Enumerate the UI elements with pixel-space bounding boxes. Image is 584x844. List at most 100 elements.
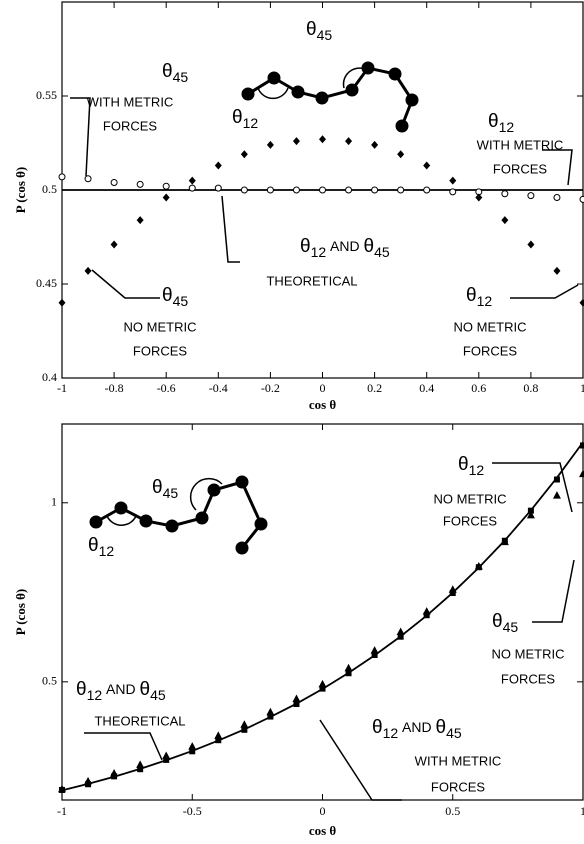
- point: [266, 140, 274, 149]
- annotation-text: θ: [466, 285, 477, 306]
- subscript: 12: [383, 725, 399, 741]
- point: [84, 175, 92, 183]
- point: [449, 176, 457, 185]
- x-tick-label: -1: [57, 381, 67, 395]
- y-tick-label: 1: [51, 495, 57, 509]
- annotation-line: THEORETICAL: [266, 273, 357, 288]
- annotation-line: NO METRIC: [492, 646, 565, 661]
- point: [501, 190, 509, 198]
- subscript: 45: [503, 619, 519, 635]
- point: [344, 663, 353, 672]
- point: [475, 193, 483, 202]
- point: [474, 562, 483, 570]
- point: [58, 173, 66, 181]
- subscript: 45: [163, 485, 179, 501]
- point: [371, 651, 378, 658]
- x-tick-label: -1: [57, 804, 67, 818]
- annotation-text: θ: [162, 61, 173, 82]
- annotation-text: θ: [372, 717, 383, 738]
- annotation-head: θ12: [488, 111, 514, 135]
- leader-line: [70, 97, 91, 177]
- annotation-line: WITH METRIC: [415, 753, 502, 768]
- point: [241, 726, 248, 733]
- point: [292, 694, 301, 703]
- annotation-head: θ45: [162, 285, 188, 309]
- point: [188, 742, 197, 750]
- x-tick-label: -0.5: [183, 804, 202, 818]
- leader-line: [542, 149, 573, 186]
- point: [422, 607, 431, 615]
- subscript: 45: [317, 27, 333, 43]
- y-tick-label: 0.45: [36, 276, 57, 290]
- point: [397, 633, 404, 640]
- point: [579, 469, 584, 478]
- point: [500, 537, 509, 546]
- point: [319, 186, 326, 194]
- annotation-line: NO METRIC: [434, 491, 507, 506]
- subscript: 12: [477, 293, 493, 309]
- point: [188, 176, 196, 185]
- annotation-text: θ: [492, 611, 503, 632]
- subscript: 45: [173, 293, 189, 309]
- point: [188, 184, 196, 192]
- point: [137, 766, 144, 773]
- subscript: 12: [87, 687, 103, 703]
- x-tick-label: 0: [320, 804, 326, 818]
- y-tick-label: 0.55: [36, 88, 57, 102]
- subscript: 12: [243, 115, 259, 131]
- y-axis-label: P (cos θ): [13, 167, 28, 214]
- molecule-bottom: [89, 475, 268, 555]
- point: [110, 240, 118, 249]
- leader-line: [84, 732, 163, 761]
- molecule-top: [241, 61, 419, 133]
- x-axis-label: cos θ: [309, 823, 337, 838]
- point: [449, 590, 456, 597]
- point: [58, 784, 66, 793]
- annotation-line: FORCES: [443, 513, 498, 528]
- point: [345, 670, 352, 677]
- annotation-head: θ12: [458, 454, 484, 478]
- point: [527, 507, 534, 514]
- x-tick-label: -0.4: [209, 381, 228, 395]
- annotation-head: θ12: [466, 285, 492, 309]
- subscript: 45: [173, 69, 189, 85]
- subscript: 45: [446, 725, 462, 741]
- leader-line: [319, 719, 402, 801]
- annotation-head: θ12 AND θ45: [300, 236, 390, 260]
- leader-line: [221, 195, 240, 263]
- annotation-line: FORCES: [133, 343, 188, 358]
- y-tick-label: 0.5: [42, 674, 57, 688]
- annotation-text: AND: [102, 681, 139, 697]
- point: [162, 751, 171, 759]
- annotation-line: WITH METRIC: [477, 137, 564, 152]
- point: [266, 707, 275, 716]
- x-tick-label: 0.6: [471, 381, 486, 395]
- annotation-text: θ: [162, 285, 173, 306]
- point: [136, 760, 145, 768]
- x-tick-label: 1: [580, 381, 584, 395]
- annotation-head: θ45: [306, 19, 332, 43]
- annotation-text: AND: [326, 238, 363, 254]
- annotation-head: θ12 AND θ45: [76, 679, 166, 703]
- subscript: 45: [150, 687, 166, 703]
- point: [162, 193, 170, 202]
- x-tick-label: 0.2: [367, 381, 382, 395]
- point: [240, 720, 249, 728]
- point: [526, 510, 535, 519]
- annotation-line: FORCES: [103, 118, 158, 133]
- annotation-line: WITH METRIC: [87, 94, 174, 109]
- annotation-text: θ: [364, 236, 375, 257]
- annotation-text: θ: [306, 19, 317, 40]
- annotation-text: θ: [88, 535, 99, 556]
- point: [319, 135, 326, 144]
- point: [162, 182, 170, 190]
- leader-line: [532, 559, 575, 623]
- point: [214, 161, 222, 170]
- point: [553, 194, 561, 202]
- annotation-line: NO METRIC: [454, 319, 527, 334]
- x-tick-label: 0.8: [523, 381, 538, 395]
- x-tick-label: 1: [580, 804, 584, 818]
- annotation-head: θ45: [492, 611, 518, 635]
- point: [84, 266, 92, 275]
